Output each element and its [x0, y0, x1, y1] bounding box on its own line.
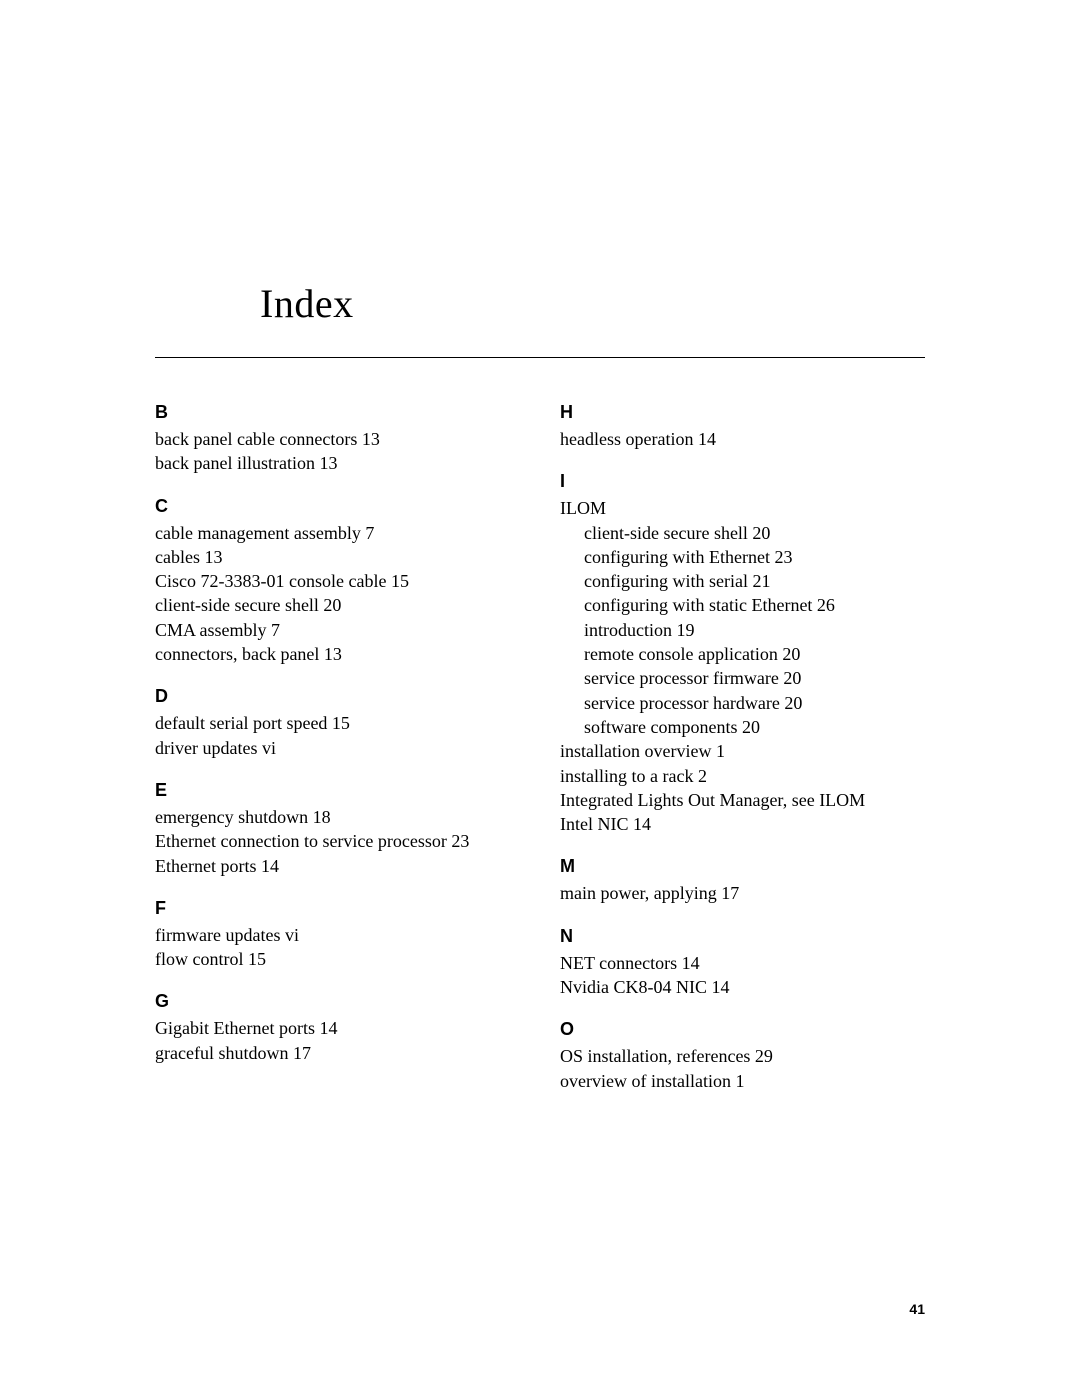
index-entry: ILOM	[560, 496, 925, 520]
index-subentry: service processor firmware 20	[584, 666, 925, 690]
index-entry: OS installation, references 29	[560, 1044, 925, 1068]
index-entry: client-side secure shell 20	[155, 593, 520, 617]
index-subentry: configuring with Ethernet 23	[584, 545, 925, 569]
index-entry: cable management assembly 7	[155, 521, 520, 545]
index-entry: firmware updates vi	[155, 923, 520, 947]
index-entry: overview of installation 1	[560, 1069, 925, 1093]
index-page: Index B back panel cable connectors 13 b…	[0, 0, 1080, 1093]
page-number: 41	[909, 1301, 925, 1317]
section-letter-n: N	[560, 926, 925, 947]
index-entry: headless operation 14	[560, 427, 925, 451]
section-letter-i: I	[560, 471, 925, 492]
section-letter-c: C	[155, 496, 520, 517]
ilom-sub-entries: client-side secure shell 20 configuring …	[560, 521, 925, 740]
index-entry: installing to a rack 2	[560, 764, 925, 788]
index-entry: CMA assembly 7	[155, 618, 520, 642]
index-subentry: introduction 19	[584, 618, 925, 642]
index-entry: Gigabit Ethernet ports 14	[155, 1016, 520, 1040]
section-letter-e: E	[155, 780, 520, 801]
index-entry: Ethernet ports 14	[155, 854, 520, 878]
index-entry: back panel illustration 13	[155, 451, 520, 475]
index-subentry: client-side secure shell 20	[584, 521, 925, 545]
index-subentry: configuring with serial 21	[584, 569, 925, 593]
index-entry: Nvidia CK8-04 NIC 14	[560, 975, 925, 999]
index-entry: NET connectors 14	[560, 951, 925, 975]
index-entry: back panel cable connectors 13	[155, 427, 520, 451]
index-entry: installation overview 1	[560, 739, 925, 763]
section-letter-b: B	[155, 402, 520, 423]
index-entry: main power, applying 17	[560, 881, 925, 905]
left-column: B back panel cable connectors 13 back pa…	[155, 402, 520, 1093]
index-entry: connectors, back panel 13	[155, 642, 520, 666]
section-letter-f: F	[155, 898, 520, 919]
page-title: Index	[260, 280, 925, 327]
index-entry: flow control 15	[155, 947, 520, 971]
index-entry: Ethernet connection to service processor…	[155, 829, 520, 853]
index-subentry: configuring with static Ethernet 26	[584, 593, 925, 617]
section-letter-h: H	[560, 402, 925, 423]
index-entry: driver updates vi	[155, 736, 520, 760]
right-column: H headless operation 14 I ILOM client-si…	[560, 402, 925, 1093]
index-entry: graceful shutdown 17	[155, 1041, 520, 1065]
section-letter-g: G	[155, 991, 520, 1012]
index-columns: B back panel cable connectors 13 back pa…	[155, 402, 925, 1093]
index-entry: default serial port speed 15	[155, 711, 520, 735]
index-entry: Intel NIC 14	[560, 812, 925, 836]
index-subentry: remote console application 20	[584, 642, 925, 666]
section-letter-o: O	[560, 1019, 925, 1040]
section-letter-d: D	[155, 686, 520, 707]
index-entry: emergency shutdown 18	[155, 805, 520, 829]
index-entry: Integrated Lights Out Manager, see ILOM	[560, 788, 925, 812]
title-rule	[155, 357, 925, 358]
index-entry: Cisco 72-3383-01 console cable 15	[155, 569, 520, 593]
index-subentry: service processor hardware 20	[584, 691, 925, 715]
index-subentry: software components 20	[584, 715, 925, 739]
index-entry: cables 13	[155, 545, 520, 569]
section-letter-m: M	[560, 856, 925, 877]
